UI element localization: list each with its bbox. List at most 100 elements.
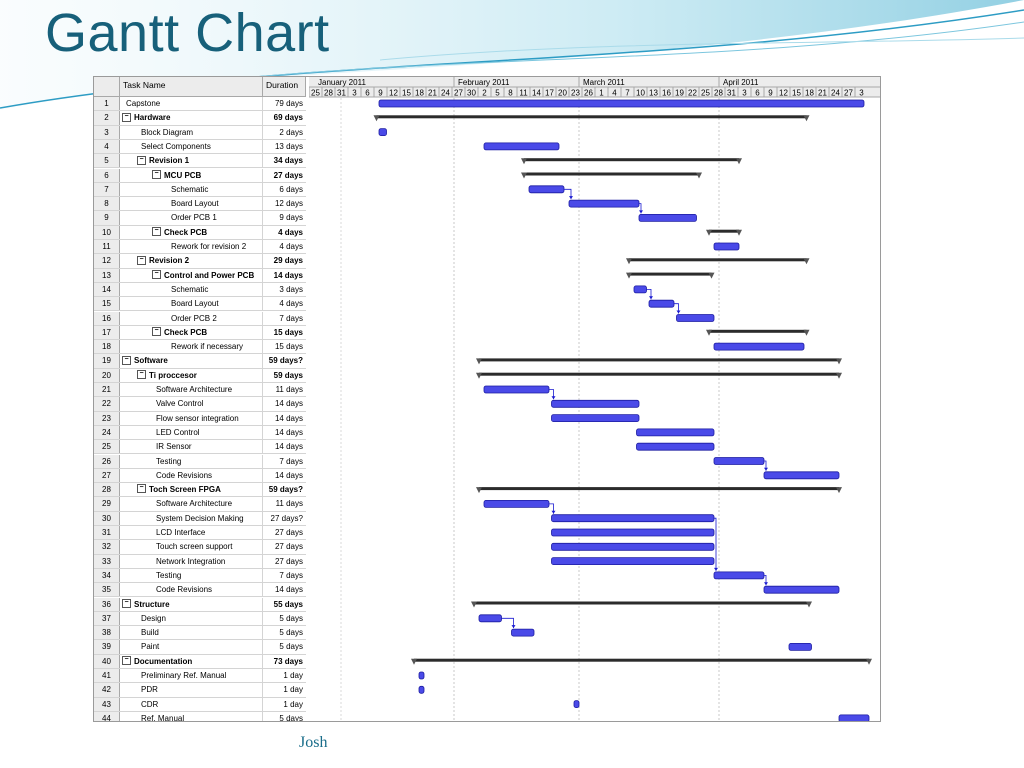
task-name[interactable]: Board Layout (120, 197, 263, 211)
task-name[interactable]: IR Sensor (120, 440, 263, 454)
task-row[interactable]: 19− Software 59 days? (94, 354, 306, 369)
task-name[interactable]: Order PCB 2 (120, 311, 263, 325)
task-name[interactable]: Touch screen support (120, 540, 263, 554)
task-name[interactable]: Rework for revision 2 (120, 240, 263, 254)
task-row[interactable]: 24 LED Control 14 days (94, 425, 306, 441)
task-name[interactable]: Preliminary Ref. Manual (120, 669, 263, 683)
task-row[interactable]: 42 PDR 1 day (94, 683, 306, 698)
task-row[interactable]: 14 Schematic 3 days (94, 282, 306, 298)
task-name[interactable]: − Documentation (120, 654, 263, 668)
task-name[interactable]: − Revision 2 (120, 254, 263, 268)
task-row[interactable]: 27 Code Revisions 14 days (94, 468, 306, 484)
task-row[interactable]: 13− Control and Power PCB 14 days (94, 268, 306, 283)
task-name[interactable]: Build (120, 626, 263, 640)
task-row[interactable]: 9 Order PCB 1 9 days (94, 211, 306, 226)
task-row[interactable]: 5− Revision 1 34 days (94, 154, 306, 169)
task-name[interactable]: Rework if necessary (120, 340, 263, 354)
task-name[interactable]: Software Architecture (120, 497, 263, 511)
task-name[interactable]: Testing (120, 568, 263, 583)
task-row[interactable]: 1 Capstone 79 days (94, 97, 306, 112)
task-row[interactable]: 44 Ref. Manual 5 days (94, 711, 306, 721)
task-name[interactable]: Software Architecture (120, 383, 263, 397)
task-row[interactable]: 16 Order PCB 2 7 days (94, 311, 306, 326)
task-row[interactable]: 7 Schematic 6 days (94, 182, 306, 198)
task-row[interactable]: 23 Flow sensor integration 14 days (94, 411, 306, 426)
collapse-icon[interactable]: − (137, 370, 146, 380)
task-name[interactable]: − Toch Screen FPGA (120, 483, 263, 497)
task-row[interactable]: 39 Paint 5 days (94, 640, 306, 655)
task-name[interactable]: − Software (120, 354, 263, 368)
duration-header[interactable]: Duration (263, 77, 306, 97)
task-row[interactable]: 35 Code Revisions 14 days (94, 583, 306, 598)
task-row[interactable]: 3 Block Diagram 2 days (94, 125, 306, 140)
task-name[interactable]: − MCU PCB (120, 168, 263, 182)
task-name[interactable]: Code Revisions (120, 583, 263, 597)
task-row[interactable]: 43 CDR 1 day (94, 697, 306, 712)
task-row[interactable]: 17− Check PCB 15 days (94, 325, 306, 341)
task-row[interactable]: 37 Design 5 days (94, 611, 306, 627)
task-row[interactable]: 30 System Decision Making 27 days? (94, 511, 306, 526)
task-name[interactable]: Schematic (120, 282, 263, 297)
task-row[interactable]: 32 Touch screen support 27 days (94, 540, 306, 555)
task-row[interactable]: 40− Documentation 73 days (94, 654, 306, 669)
task-name[interactable]: Code Revisions (120, 468, 263, 483)
collapse-icon[interactable]: − (152, 227, 161, 237)
collapse-icon[interactable]: − (152, 327, 161, 337)
task-name[interactable]: Network Integration (120, 554, 263, 568)
task-name[interactable]: Order PCB 1 (120, 211, 263, 225)
collapse-icon[interactable]: − (137, 484, 146, 494)
collapse-icon[interactable]: − (137, 155, 146, 165)
task-row[interactable]: 26 Testing 7 days (94, 454, 306, 469)
task-name[interactable]: CDR (120, 697, 263, 711)
task-name[interactable]: LCD Interface (120, 526, 263, 540)
task-name[interactable]: − Hardware (120, 111, 263, 125)
task-row[interactable]: 8 Board Layout 12 days (94, 197, 306, 212)
task-row[interactable]: 28− Toch Screen FPGA 59 days? (94, 483, 306, 498)
task-name[interactable]: Board Layout (120, 297, 263, 311)
task-row[interactable]: 10− Check PCB 4 days (94, 225, 306, 240)
task-name[interactable]: − Revision 1 (120, 154, 263, 168)
task-name[interactable]: − Check PCB (120, 225, 263, 239)
task-name[interactable]: − Check PCB (120, 325, 263, 340)
collapse-icon[interactable]: − (137, 255, 146, 265)
task-row[interactable]: 4 Select Components 13 days (94, 139, 306, 155)
task-name[interactable]: − Structure (120, 597, 263, 611)
task-name[interactable]: Design (120, 611, 263, 626)
task-row[interactable]: 29 Software Architecture 11 days (94, 497, 306, 512)
task-row[interactable]: 15 Board Layout 4 days (94, 297, 306, 312)
task-row[interactable]: 41 Preliminary Ref. Manual 1 day (94, 669, 306, 684)
task-row[interactable]: 36− Structure 55 days (94, 597, 306, 612)
collapse-icon[interactable]: − (122, 598, 131, 608)
task-name[interactable]: Testing (120, 454, 263, 468)
task-row[interactable]: 20− Ti proccesor 59 days (94, 368, 306, 383)
collapse-icon[interactable]: − (122, 355, 131, 365)
task-name[interactable]: LED Control (120, 425, 263, 440)
task-row[interactable]: 2− Hardware 69 days (94, 111, 306, 126)
task-row[interactable]: 6− MCU PCB 27 days (94, 168, 306, 183)
task-name[interactable]: Flow sensor integration (120, 411, 263, 425)
gantt-view[interactable]: Task Name Duration 1 Capstone 79 days 2− Har… (93, 76, 881, 722)
task-row[interactable]: 31 LCD Interface 27 days (94, 526, 306, 541)
collapse-icon[interactable]: − (152, 169, 161, 179)
task-row[interactable]: 33 Network Integration 27 days (94, 554, 306, 569)
task-name[interactable]: Capstone (120, 97, 263, 111)
task-name[interactable]: System Decision Making (120, 511, 263, 525)
task-name[interactable]: Block Diagram (120, 125, 263, 139)
task-name-header[interactable]: Task Name (120, 77, 263, 97)
task-row[interactable]: 18 Rework if necessary 15 days (94, 340, 306, 355)
task-name[interactable]: Valve Control (120, 397, 263, 411)
task-row[interactable]: 34 Testing 7 days (94, 568, 306, 584)
task-name[interactable]: Schematic (120, 182, 263, 197)
task-name[interactable]: Ref. Manual (120, 711, 263, 721)
task-row[interactable]: 22 Valve Control 14 days (94, 397, 306, 412)
task-row[interactable]: 25 IR Sensor 14 days (94, 440, 306, 455)
collapse-icon[interactable]: − (122, 112, 131, 122)
task-row[interactable]: 21 Software Architecture 11 days (94, 383, 306, 398)
task-name[interactable]: PDR (120, 683, 263, 697)
collapse-icon[interactable]: − (152, 269, 161, 279)
collapse-icon[interactable]: − (122, 656, 131, 666)
task-name[interactable]: Paint (120, 640, 263, 654)
task-name[interactable]: − Control and Power PCB (120, 268, 263, 282)
task-name[interactable]: Select Components (120, 139, 263, 154)
task-name[interactable]: − Ti proccesor (120, 368, 263, 382)
